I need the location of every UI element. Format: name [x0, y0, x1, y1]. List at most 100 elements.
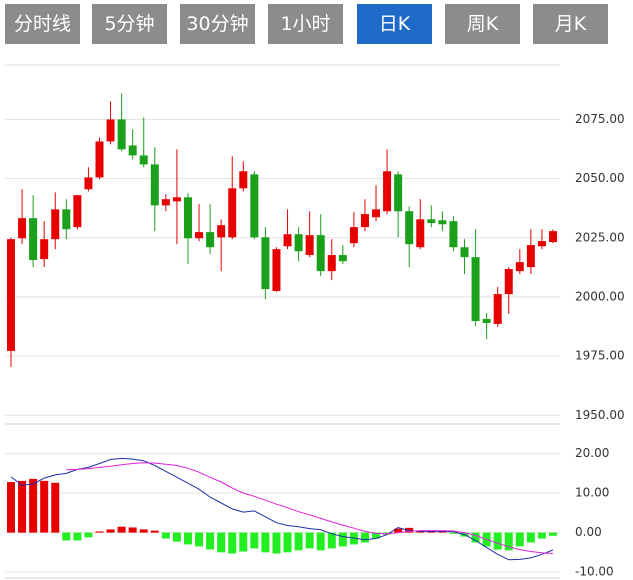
- macd-bar: [172, 532, 181, 542]
- candle-body: [217, 225, 226, 238]
- candle-body: [549, 231, 557, 243]
- candle-body: [493, 294, 502, 324]
- macd-bar: [549, 532, 557, 536]
- candle-body: [18, 218, 27, 239]
- macd-bar: [394, 528, 403, 533]
- candle-body: [449, 221, 458, 248]
- tab[interactable]: 1小时: [268, 4, 343, 44]
- candle-body: [228, 188, 237, 238]
- candle-body: [372, 209, 381, 218]
- candle-body: [161, 199, 170, 206]
- macd-bar: [195, 532, 204, 547]
- dif-line: [10, 457, 554, 561]
- candle-body: [327, 255, 336, 272]
- candle-body: [172, 197, 181, 202]
- candle-body: [349, 227, 358, 244]
- macd-bar: [338, 532, 347, 547]
- macd-bar: [40, 480, 49, 533]
- macd-bar: [206, 532, 215, 550]
- macd-bar: [117, 526, 126, 533]
- macd-bar: [51, 482, 60, 533]
- macd-bar: [515, 532, 524, 547]
- y-tick-label: 10.00: [575, 486, 609, 500]
- candle-body: [338, 255, 347, 262]
- macd-bar: [272, 532, 281, 554]
- candle-body: [537, 241, 546, 247]
- macd-bar: [18, 480, 27, 533]
- macd-bar: [504, 532, 513, 551]
- macd-bar: [29, 478, 38, 533]
- macd-bar: [150, 530, 159, 533]
- macd-bar: [449, 532, 458, 534]
- candle-body: [40, 239, 49, 260]
- macd-bar: [305, 532, 314, 549]
- macd-bar: [294, 532, 303, 551]
- y-tick-label: -10.00: [575, 565, 614, 579]
- tab[interactable]: 日K: [357, 4, 432, 44]
- macd-bar: [84, 532, 93, 538]
- y-tick-label: 2075.00: [575, 112, 625, 126]
- candle-body: [294, 234, 303, 252]
- candle-body: [7, 239, 15, 351]
- candle-body: [526, 245, 535, 268]
- candle-body: [438, 220, 447, 225]
- macd-bar: [228, 532, 237, 554]
- tab[interactable]: 月K: [533, 4, 608, 44]
- candle-body: [272, 249, 281, 292]
- candle-body: [139, 155, 148, 165]
- macd-bar: [161, 532, 170, 539]
- candle-body: [84, 177, 93, 190]
- y-tick-label: 0.00: [575, 525, 602, 539]
- macd-bar: [327, 532, 336, 549]
- candle-body: [316, 235, 325, 272]
- candle-body: [416, 219, 425, 248]
- macd-bar: [128, 527, 137, 533]
- y-tick-label: 2050.00: [575, 171, 625, 185]
- candle-body: [206, 232, 215, 248]
- y-tick-label: 1950.00: [575, 408, 625, 422]
- candle-body: [250, 174, 259, 238]
- candle-body: [515, 262, 524, 272]
- candle-body: [29, 218, 38, 261]
- tab[interactable]: 30分钟: [180, 4, 255, 44]
- candle-body: [405, 211, 414, 245]
- macd-bar: [316, 532, 325, 551]
- y-tick-label: 1975.00: [575, 349, 625, 363]
- candle-body: [62, 209, 71, 230]
- candle-body: [73, 195, 82, 228]
- macd-bar: [360, 532, 369, 543]
- macd-bar: [250, 532, 259, 549]
- macd-bar: [139, 529, 148, 533]
- candle-body: [183, 197, 192, 239]
- macd-bar: [73, 532, 82, 541]
- macd-bar: [493, 532, 502, 550]
- macd-bar: [283, 532, 292, 553]
- macd-bar: [106, 529, 115, 533]
- candle-body: [95, 141, 104, 178]
- tab[interactable]: 分时线: [5, 4, 80, 44]
- candle-body: [128, 145, 137, 156]
- macd-bar: [438, 531, 447, 533]
- y-tick-label: 2000.00: [575, 289, 625, 303]
- candle-body: [283, 234, 292, 247]
- candle-body: [261, 237, 270, 290]
- candle-body: [117, 119, 126, 150]
- tab[interactable]: 5分钟: [92, 4, 167, 44]
- candle-body: [383, 171, 392, 212]
- macd-bar: [95, 531, 104, 533]
- candle-body: [360, 214, 369, 228]
- candle-body: [51, 209, 60, 240]
- candle-body: [305, 235, 314, 256]
- candle-body: [427, 219, 436, 224]
- candle-body: [504, 269, 513, 295]
- tab[interactable]: 周K: [445, 4, 520, 44]
- candle-body: [460, 247, 469, 258]
- macd-bar: [526, 532, 535, 543]
- candle-body: [195, 232, 204, 239]
- macd-bar: [537, 532, 546, 539]
- candle-body: [471, 257, 480, 322]
- candle-body: [150, 164, 159, 206]
- macd-bar: [372, 532, 381, 539]
